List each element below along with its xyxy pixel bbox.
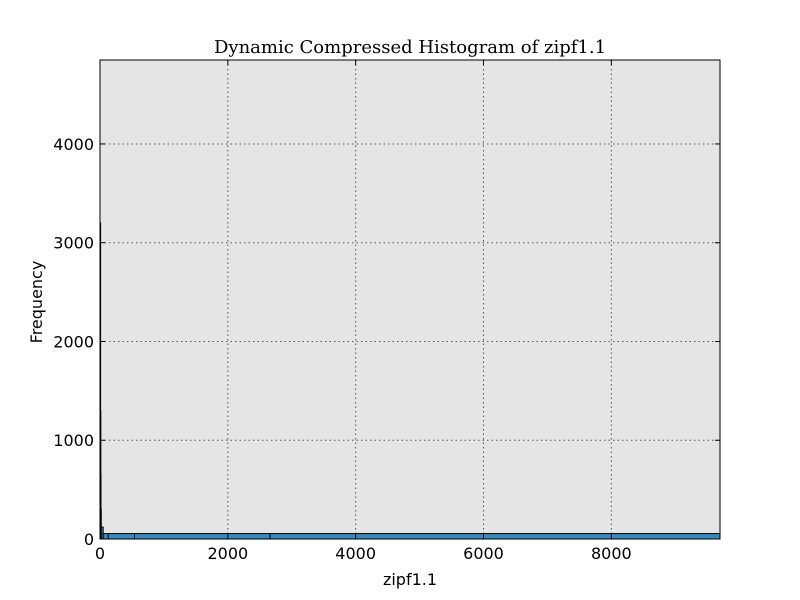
y-axis-ticks: 0 1000 2000 3000 4000 [53,135,720,549]
x-tick-label-1: 2000 [207,544,248,563]
y-tick-label-3: 3000 [53,234,94,253]
y-axis-label: Frequency [27,261,46,344]
histogram-bar-8 [269,533,721,540]
histogram-bar-7 [134,533,271,540]
histogram-bar-5 [102,533,109,540]
x-tick-label-0: 0 [95,544,105,563]
plot-area [100,60,720,539]
x-tick-label-4: 8000 [591,544,632,563]
plot-frame [99,59,721,540]
y-tick-label-2: 2000 [53,332,94,351]
histogram-bar-6 [107,533,136,540]
chart-title: Dynamic Compressed Histogram of zipf1.1 [214,37,606,58]
y-tick-label-4: 4000 [53,135,94,154]
x-tick-label-3: 6000 [463,544,504,563]
x-axis-label: zipf1.1 [383,570,437,589]
x-tick-label-2: 4000 [335,544,376,563]
y-tick-label-1: 1000 [53,431,94,450]
y-tick-label-0: 0 [84,530,94,549]
x-axis-ticks: 0 2000 4000 6000 8000 [95,60,632,563]
